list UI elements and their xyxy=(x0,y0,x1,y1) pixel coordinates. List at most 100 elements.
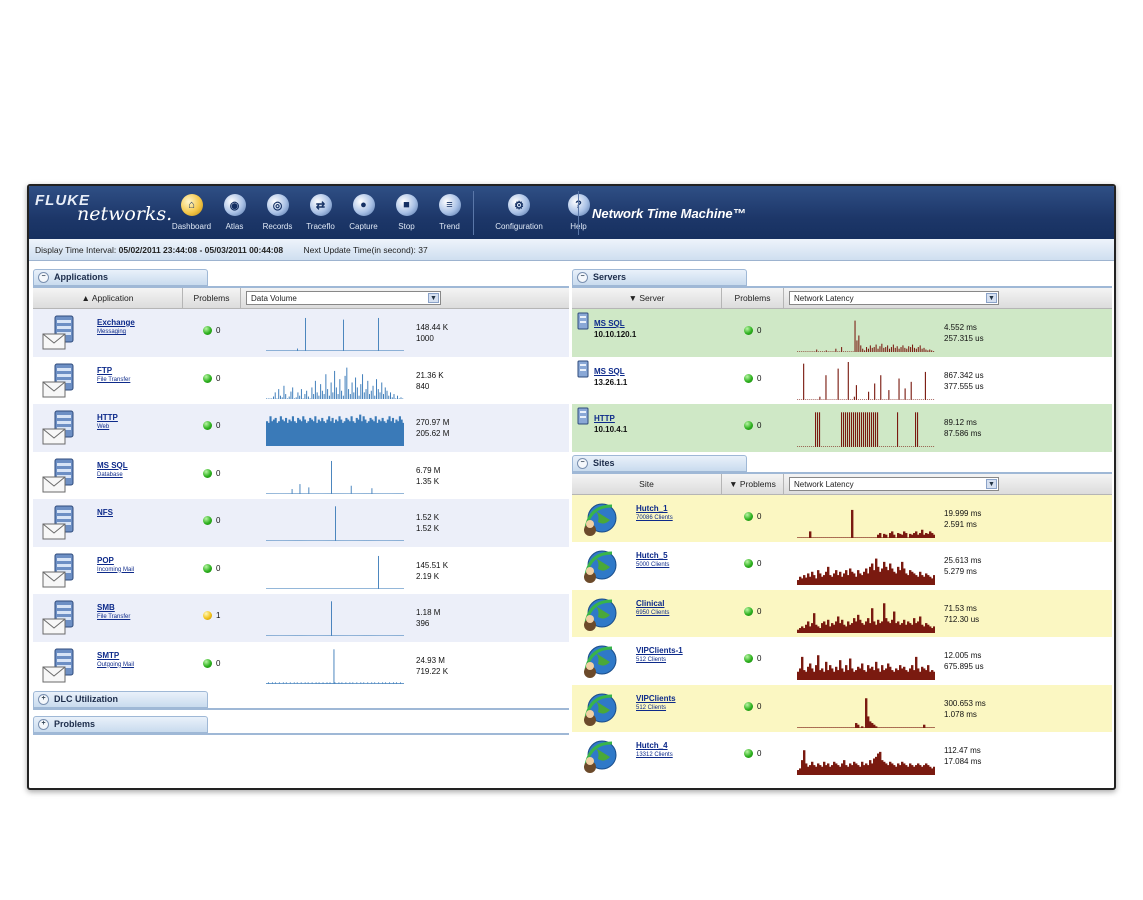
problems-status[interactable]: 0 xyxy=(744,421,761,430)
site-name[interactable]: VIPClients 512 Clients xyxy=(636,694,676,711)
site-link[interactable]: VIPClients-1 xyxy=(636,646,683,655)
servers-section-header[interactable]: − Servers xyxy=(572,269,747,286)
site-column-header[interactable]: Site xyxy=(572,473,722,494)
problems-column-header[interactable]: Problems xyxy=(722,288,784,308)
site-clients[interactable]: 512 Clients xyxy=(636,704,667,711)
application-row[interactable]: MS SQL Database 0 6.79 M 1.35 K xyxy=(33,451,569,499)
metric-select[interactable]: Network Latency ▼ xyxy=(789,291,999,305)
expand-icon[interactable]: + xyxy=(38,719,49,730)
toolbar-records-button[interactable]: ◎ Records xyxy=(256,191,299,237)
metric-select[interactable]: Network Latency ▼ xyxy=(789,476,999,491)
server-link[interactable]: MS SQL xyxy=(594,319,625,328)
site-clients[interactable]: 512 Clients xyxy=(636,657,667,663)
site-row[interactable]: VIPClients-1 512 Clients 0 12.005 ms 675.895… xyxy=(572,637,1112,685)
application-row[interactable]: Exchange Messaging 0 148.44 K 1000 xyxy=(33,309,569,357)
chevron-down-icon[interactable]: ▼ xyxy=(986,293,997,303)
server-row[interactable]: MS SQL 13.26.1.1 0 867.342 us 377.555 us xyxy=(572,356,1112,404)
applications-section-header[interactable]: − Applications xyxy=(33,269,208,286)
application-row[interactable]: POP Incoming Mail 0 145.51 K 2.19 K xyxy=(33,546,569,594)
application-name[interactable]: NFS xyxy=(97,508,113,519)
server-link[interactable]: MS SQL xyxy=(594,366,625,376)
problems-status[interactable]: 0 xyxy=(744,701,761,711)
application-row[interactable]: FTP File Transfer 0 21.36 K 840 xyxy=(33,356,569,404)
toolbar-capture-button[interactable]: ● Capture xyxy=(342,191,385,237)
server-name[interactable]: MS SQL 13.26.1.1 xyxy=(594,367,627,387)
server-link[interactable]: HTTP xyxy=(594,414,615,423)
problems-status[interactable]: 0 xyxy=(744,326,761,335)
site-clients[interactable]: 70086 Clients xyxy=(636,514,673,521)
application-link[interactable]: NFS xyxy=(97,508,113,517)
application-link[interactable]: HTTP xyxy=(97,413,118,422)
application-link[interactable]: SMB xyxy=(97,603,115,612)
expand-icon[interactable]: + xyxy=(38,694,49,705)
problems-section-header[interactable]: + Problems xyxy=(33,716,208,733)
problems-status[interactable]: 0 xyxy=(203,373,220,383)
server-column-header[interactable]: ▼ Server xyxy=(572,288,722,308)
server-name[interactable]: HTTP 10.10.4.1 xyxy=(594,414,627,434)
problems-status[interactable]: 0 xyxy=(744,749,761,758)
toolbar-atlas-button[interactable]: ◉ Atlas xyxy=(213,191,256,237)
application-row[interactable]: SMB File Transfer 1 1.18 M 396 xyxy=(33,594,569,642)
problems-status[interactable]: 0 xyxy=(744,559,761,568)
toolbar-trend-button[interactable]: ≡ Trend xyxy=(428,191,471,237)
application-name[interactable]: SMTP Outgoing Mail xyxy=(97,651,134,668)
toolbar-configuration-button[interactable]: ⚙ Configuration xyxy=(487,191,551,237)
application-name[interactable]: HTTP Web xyxy=(97,413,118,430)
site-link[interactable]: Hutch_1 xyxy=(636,503,668,513)
application-link[interactable]: SMTP xyxy=(97,650,120,660)
site-name[interactable]: Hutch_4 13312 Clients xyxy=(636,741,673,758)
collapse-icon[interactable]: − xyxy=(38,272,49,283)
problems-status[interactable]: 0 xyxy=(203,658,220,668)
problems-column-header[interactable]: ▼ Problems xyxy=(722,473,784,494)
site-link[interactable]: VIPClients xyxy=(636,693,676,703)
application-link[interactable]: Exchange xyxy=(97,318,135,327)
site-row[interactable]: Clinical 6950 Clients 0 71.53 ms 712.30 us xyxy=(572,589,1112,637)
chevron-down-icon[interactable]: ▼ xyxy=(986,478,997,489)
application-name[interactable]: MS SQL Database xyxy=(97,461,128,478)
problems-status[interactable]: 0 xyxy=(744,606,761,616)
application-row[interactable]: NFS 0 1.52 K 1.52 K xyxy=(33,499,569,547)
site-name[interactable]: Hutch_1 70086 Clients xyxy=(636,504,673,521)
application-name[interactable]: POP Incoming Mail xyxy=(97,556,134,573)
dlc-section-header[interactable]: + DLC Utilization xyxy=(33,691,208,708)
application-link[interactable]: FTP xyxy=(97,365,113,375)
server-row[interactable]: MS SQL 10.10.120.1 0 4.552 ms 257.315 us xyxy=(572,309,1112,357)
toolbar-traceflo-button[interactable]: ⇄ Traceflo xyxy=(299,191,342,237)
metric-select[interactable]: Data Volume ▼ xyxy=(246,291,441,305)
site-row[interactable]: Hutch_4 13312 Clients 0 112.47 ms 17.084 ms xyxy=(572,732,1112,780)
collapse-icon[interactable]: − xyxy=(577,457,588,469)
site-name[interactable]: Hutch_5 5000 Clients xyxy=(636,551,669,568)
site-name[interactable]: VIPClients-1 512 Clients xyxy=(636,646,683,663)
problems-status[interactable]: 1 xyxy=(203,611,220,620)
sites-section-header[interactable]: − Sites xyxy=(572,454,747,472)
server-name[interactable]: MS SQL 10.10.120.1 xyxy=(594,319,636,339)
site-row[interactable]: Hutch_5 5000 Clients 0 25.613 ms 5.279 ms xyxy=(572,542,1112,590)
application-link[interactable]: MS SQL xyxy=(97,460,128,470)
application-category[interactable]: Messaging xyxy=(97,329,127,335)
application-name[interactable]: FTP File Transfer xyxy=(97,366,130,383)
toolbar-stop-button[interactable]: ■ Stop xyxy=(385,191,428,237)
site-clients[interactable]: 5000 Clients xyxy=(636,562,670,568)
site-link[interactable]: Hutch_5 xyxy=(636,551,668,560)
application-category[interactable]: Database xyxy=(97,471,123,478)
application-row[interactable]: SMTP Outgoing Mail 0 24.93 M 719.22 K xyxy=(33,641,569,689)
problems-status[interactable]: 0 xyxy=(203,516,220,525)
application-name[interactable]: Exchange Messaging xyxy=(97,318,135,335)
chevron-down-icon[interactable]: ▼ xyxy=(428,293,439,303)
problems-status[interactable]: 0 xyxy=(203,468,220,478)
site-row[interactable]: VIPClients 512 Clients 0 300.653 ms 1.078 ms xyxy=(572,684,1112,732)
site-name[interactable]: Clinical 6950 Clients xyxy=(636,599,669,616)
application-row[interactable]: HTTP Web 0 270.97 M 205.62 M xyxy=(33,404,569,452)
problems-status[interactable]: 0 xyxy=(203,326,220,335)
application-name[interactable]: SMB File Transfer xyxy=(97,603,130,620)
problems-status[interactable]: 0 xyxy=(744,654,761,663)
application-category[interactable]: Incoming Mail xyxy=(97,566,135,573)
site-link[interactable]: Clinical xyxy=(636,598,665,608)
problems-status[interactable]: 0 xyxy=(744,511,761,521)
collapse-icon[interactable]: − xyxy=(577,272,588,283)
application-link[interactable]: POP xyxy=(97,555,114,565)
problems-status[interactable]: 0 xyxy=(744,373,761,383)
problems-status[interactable]: 0 xyxy=(203,421,220,430)
problems-status[interactable]: 0 xyxy=(203,563,220,573)
toolbar-dashboard-button[interactable]: ⌂ Dashboard xyxy=(170,191,213,237)
